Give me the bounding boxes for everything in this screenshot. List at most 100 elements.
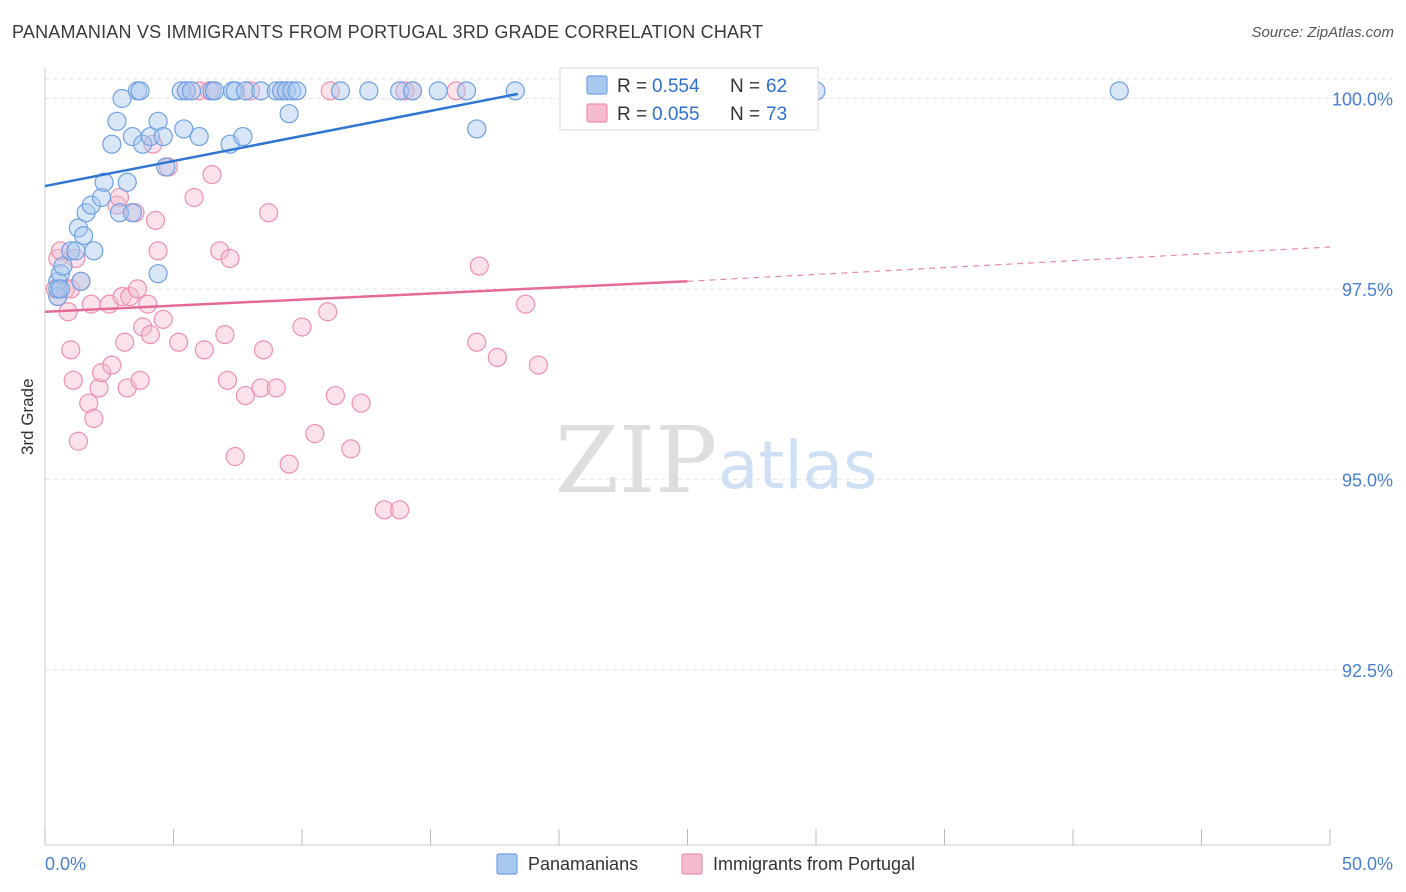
point-panamanian (359, 81, 379, 101)
point-portugal (351, 393, 371, 413)
point-portugal (325, 385, 346, 406)
point-panamanian (171, 81, 191, 101)
point-panamanian (130, 81, 150, 101)
point-portugal (130, 370, 150, 390)
legend-label-panamanians: Panamanians (528, 854, 638, 874)
point-panamanian (50, 279, 71, 299)
stats-n-label: N = (730, 104, 760, 125)
point-panamanian (276, 81, 297, 101)
point-portugal (112, 286, 132, 307)
point-panamanian (50, 264, 71, 284)
y-tick-label: 95.0% (1342, 470, 1393, 490)
point-panamanian (330, 81, 351, 101)
point-portugal (127, 279, 148, 299)
stats-r-value: 0.554 (652, 76, 700, 97)
stats-r-label: R = (617, 76, 647, 97)
point-panamanian (122, 203, 142, 223)
point-portugal (266, 378, 286, 398)
point-panamanian (456, 81, 477, 101)
point-portugal (50, 241, 71, 261)
point-portugal (279, 454, 299, 474)
point-panamanian (102, 134, 122, 154)
point-portugal (79, 393, 99, 413)
legend-swatch-portugal (681, 853, 703, 875)
stats-r-value: 0.055 (652, 104, 700, 125)
y-tick-label: 97.5% (1342, 280, 1393, 300)
point-portugal (487, 347, 507, 368)
y-tick-label: 92.5% (1342, 661, 1393, 681)
point-panamanian (1109, 81, 1129, 101)
point-panamanian (53, 256, 73, 276)
stats-swatch-panamanians (586, 75, 608, 95)
point-portugal (148, 241, 168, 261)
point-panamanian (287, 81, 307, 101)
point-portugal (153, 309, 173, 329)
point-panamanian (225, 81, 245, 101)
point-panamanian (233, 126, 253, 147)
stats-swatch-portugal (586, 103, 608, 123)
stats-legend-box: R = 0.554 N = 62 R = 0.055 N = 73 (559, 67, 819, 131)
point-portugal (528, 355, 549, 375)
point-portugal (115, 332, 135, 352)
trend-line-portugal-extension (687, 246, 1331, 282)
point-portugal (390, 500, 410, 520)
point-panamanian (48, 286, 68, 307)
point-portugal (320, 81, 340, 101)
point-portugal (318, 302, 338, 322)
legend-swatch-panamanians (496, 853, 518, 875)
point-portugal (305, 424, 325, 444)
point-portugal (84, 408, 104, 429)
point-portugal (91, 363, 112, 383)
watermark-zip: ZIP (555, 407, 717, 514)
point-portugal (374, 500, 394, 520)
trend-line-portugal (44, 280, 688, 314)
point-portugal (133, 317, 153, 337)
stats-n-value: 73 (766, 104, 787, 125)
legend-label-portugal: Immigrants from Portugal (713, 854, 915, 874)
point-portugal (469, 256, 489, 276)
point-portugal (120, 286, 140, 307)
point-panamanian (48, 271, 68, 291)
point-panamanian (148, 111, 168, 131)
point-portugal (202, 165, 222, 185)
grid-lines (45, 78, 1392, 671)
stats-n-value: 62 (766, 76, 787, 97)
point-portugal (220, 248, 240, 269)
point-portugal (169, 332, 189, 352)
point-portugal (395, 81, 415, 101)
source-credit: Source: ZipAtlas.com (1251, 24, 1394, 41)
point-panamanian (148, 264, 168, 284)
point-panamanian (505, 81, 525, 101)
point-portugal (258, 203, 279, 223)
watermark: ZIP atlas (555, 407, 878, 514)
point-portugal (235, 385, 256, 406)
point-panamanian (176, 81, 196, 101)
point-portugal (107, 195, 127, 215)
point-portugal (210, 241, 230, 261)
point-panamanian (467, 119, 487, 139)
axes (44, 68, 1331, 846)
point-portugal (225, 446, 245, 467)
point-portugal (515, 294, 536, 314)
trend-lines (44, 92, 1331, 314)
point-panamanian (181, 81, 202, 101)
y-tick-label: 100.0% (1332, 89, 1393, 109)
point-panamanian (71, 271, 91, 291)
point-portugal (102, 355, 122, 375)
point-portugal (55, 279, 76, 299)
point-panamanian (271, 81, 292, 101)
watermark-atlas: atlas (718, 427, 878, 504)
point-panamanian (73, 225, 94, 246)
point-portugal (89, 378, 109, 398)
point-panamanian (107, 111, 127, 131)
point-panamanian (279, 104, 299, 124)
point-portugal (253, 340, 274, 360)
point-panamanian (61, 241, 81, 261)
point-panamanian (117, 172, 137, 192)
point-panamanian (94, 172, 114, 192)
point-portugal (184, 187, 204, 208)
point-portugal (341, 439, 361, 459)
point-portugal (217, 370, 238, 390)
point-panamanian (282, 81, 302, 101)
